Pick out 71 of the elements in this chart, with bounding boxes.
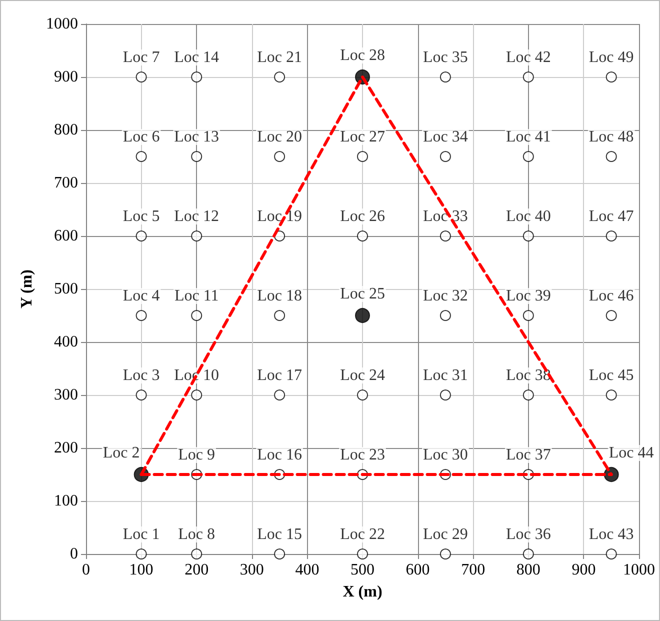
data-label: Loc 25 xyxy=(340,286,385,302)
data-label: Loc 33 xyxy=(423,208,468,225)
data-label: Loc 27 xyxy=(340,128,385,146)
data-label: Loc 19 xyxy=(257,208,302,225)
data-label: Loc 22 xyxy=(340,526,385,543)
data-label: Loc 24 xyxy=(340,367,385,384)
data-label: Loc 43 xyxy=(588,526,634,543)
data-label: Loc 12 xyxy=(174,208,220,225)
y-tick-label: 800 xyxy=(54,122,78,138)
data-label: Loc 13 xyxy=(174,128,220,146)
data-label: Loc 6 xyxy=(122,128,160,146)
data-label: Loc 18 xyxy=(257,288,302,304)
data-label: Loc 47 xyxy=(588,208,634,225)
x-tick-label: 800 xyxy=(516,562,540,578)
x-tick-label: 0 xyxy=(82,562,90,578)
data-label: Loc 48 xyxy=(588,128,634,146)
data-label: Loc 36 xyxy=(506,526,551,543)
y-tick-label: 500 xyxy=(54,280,78,298)
x-tick-label: 700 xyxy=(461,562,486,578)
x-tick-label: 300 xyxy=(240,562,264,578)
data-label: Loc 39 xyxy=(506,288,551,304)
data-label: Loc 41 xyxy=(506,128,551,146)
y-axis-title: Y (m) xyxy=(18,270,36,308)
y-tick-label: 200 xyxy=(54,440,78,456)
data-label: Loc 29 xyxy=(423,526,468,543)
data-label: Loc 28 xyxy=(340,47,385,64)
x-tick-label: 100 xyxy=(129,562,154,578)
data-label: Loc 8 xyxy=(178,526,216,543)
data-label: Loc 46 xyxy=(588,288,634,304)
data-label: Loc 7 xyxy=(122,49,160,66)
y-tick-label: 100 xyxy=(54,492,78,510)
data-label: Loc 1 xyxy=(122,526,160,543)
data-label: Loc 37 xyxy=(506,446,551,464)
x-axis-title: X (m) xyxy=(342,584,382,600)
data-label: Loc 9 xyxy=(178,446,216,464)
y-tick-label: 600 xyxy=(54,228,78,244)
y-tick-label: 0 xyxy=(70,546,78,562)
y-tick-label: 300 xyxy=(54,386,78,404)
data-label: Loc 2 xyxy=(102,444,140,462)
data-label: Loc 15 xyxy=(257,526,302,543)
data-label: Loc 42 xyxy=(506,49,551,66)
data-label: Loc 3 xyxy=(122,367,160,384)
data-label: Loc 5 xyxy=(122,208,160,225)
data-label: Loc 49 xyxy=(588,49,634,66)
data-label: Loc 11 xyxy=(174,288,219,304)
data-label: Loc 14 xyxy=(174,49,220,66)
x-tick-label: 400 xyxy=(295,562,320,578)
data-label: Loc 4 xyxy=(122,288,160,304)
data-label: Loc 35 xyxy=(423,49,468,66)
y-tick-label: 700 xyxy=(54,174,78,192)
x-tick-label: 200 xyxy=(184,562,209,578)
y-tick-label: 400 xyxy=(54,334,78,350)
data-label: Loc 40 xyxy=(506,208,551,225)
data-label: Loc 32 xyxy=(423,288,468,304)
data-label: Loc 30 xyxy=(423,446,468,464)
data-label: Loc 44 xyxy=(608,444,654,462)
x-tick-label: 1000 xyxy=(623,562,655,578)
y-tick-label: 1000 xyxy=(46,16,78,32)
x-tick-label: 500 xyxy=(350,562,374,578)
data-label: Loc 45 xyxy=(588,367,634,384)
data-label: Loc 34 xyxy=(423,128,468,146)
data-label: Loc 23 xyxy=(340,446,385,464)
data-label: Loc 26 xyxy=(340,208,385,225)
x-tick-label: 600 xyxy=(406,562,430,578)
y-tick-label: 900 xyxy=(54,68,78,86)
data-label: Loc 17 xyxy=(257,367,302,384)
data-label: Loc 20 xyxy=(257,128,302,146)
data-label: Loc 31 xyxy=(423,367,468,384)
data-label: Loc 21 xyxy=(257,49,302,66)
x-tick-label: 900 xyxy=(572,562,596,578)
data-label: Loc 16 xyxy=(257,446,302,464)
